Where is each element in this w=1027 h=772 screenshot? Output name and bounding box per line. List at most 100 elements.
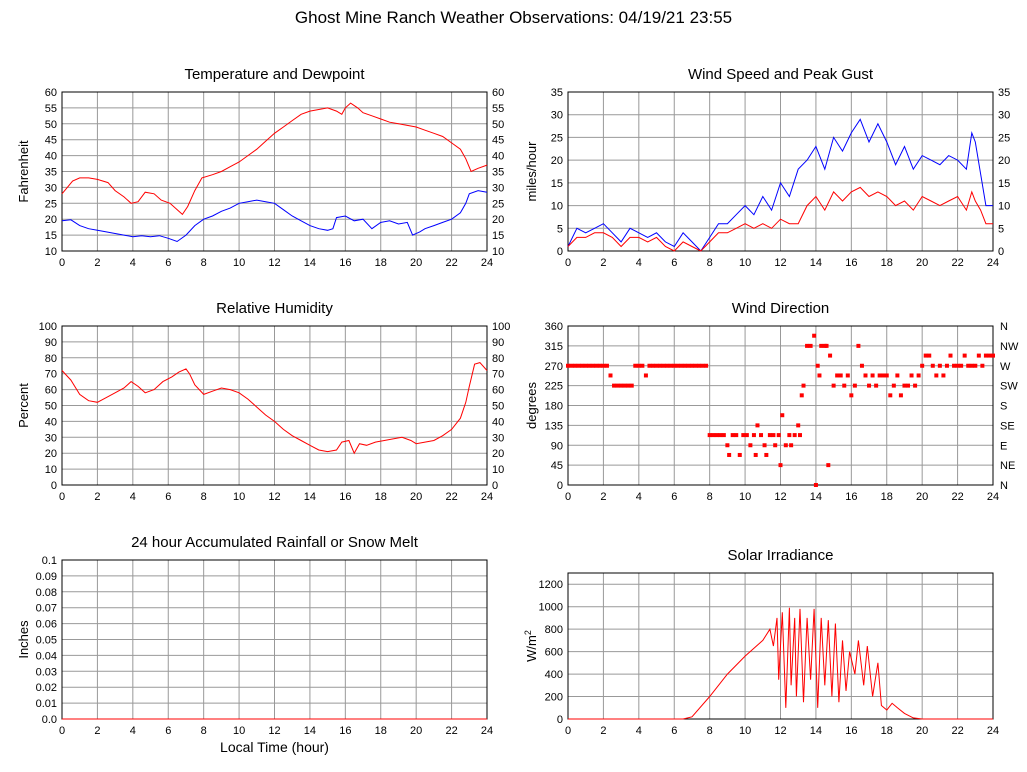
y-tick-label: 0	[557, 714, 563, 726]
chart-title: Temperature and Dewpoint	[184, 66, 365, 83]
direction-point	[718, 433, 723, 438]
x-tick-label: 12	[774, 725, 786, 737]
x-tick-label: 16	[845, 257, 857, 269]
direction-point	[640, 363, 645, 368]
y-tick-label: 400	[545, 669, 563, 681]
y-tick-label-right: 15	[998, 178, 1010, 190]
direction-point	[622, 383, 627, 388]
y-tick-label: 30	[551, 110, 563, 122]
x-tick-label: 24	[987, 725, 999, 737]
y-tick-label-right: 60	[492, 385, 504, 397]
direction-point	[576, 363, 581, 368]
x-tick-label: 14	[304, 725, 316, 737]
direction-point	[643, 373, 648, 378]
direction-point	[813, 483, 818, 487]
x-tick-label: 22	[445, 725, 457, 737]
direction-point	[789, 443, 794, 448]
y-tick-label-right: 5	[998, 223, 1004, 235]
direction-point	[805, 343, 810, 348]
direction-point	[737, 452, 742, 457]
y-tick-label: 40	[45, 416, 57, 428]
x-tick-label: 6	[671, 257, 677, 269]
direction-point	[824, 343, 829, 348]
y-tick-label: 55	[45, 103, 57, 115]
plot-frame	[61, 325, 488, 486]
x-tick-label: 22	[445, 257, 457, 269]
y-tick-label-right: 10	[492, 246, 504, 258]
direction-point	[741, 433, 746, 438]
direction-point	[927, 353, 932, 358]
direction-point	[762, 443, 767, 448]
direction-point	[675, 363, 680, 368]
y-tick-label: 800	[545, 624, 563, 636]
y-tick-label: 60	[45, 87, 57, 99]
direction-point	[725, 443, 730, 448]
x-tick-label: 20	[410, 725, 422, 737]
x-tick-label: 22	[951, 257, 963, 269]
y-axis-title: Percent	[16, 383, 31, 428]
direction-point	[944, 363, 949, 368]
direction-point	[787, 433, 792, 438]
y-tick-label: 180	[545, 401, 563, 413]
direction-point	[831, 383, 836, 388]
compass-label: SW	[1000, 381, 1018, 393]
y-tick-label-right: 10	[492, 464, 504, 476]
x-tick-label: 14	[810, 257, 822, 269]
direction-point	[796, 423, 801, 428]
direction-point	[633, 363, 638, 368]
direction-point	[636, 363, 641, 368]
x-tick-label: 10	[233, 257, 245, 269]
direction-point	[704, 363, 709, 368]
direction-point	[799, 393, 804, 398]
y-tick-label: 1200	[539, 579, 563, 591]
x-tick-label: 18	[881, 491, 893, 503]
direction-point	[679, 363, 684, 368]
direction-point	[923, 353, 928, 358]
y-tick-label-right: 50	[492, 401, 504, 413]
direction-point	[597, 363, 602, 368]
direction-point	[930, 363, 935, 368]
y-axis-title: degrees	[524, 382, 539, 429]
direction-point	[755, 423, 760, 428]
direction-point	[909, 373, 914, 378]
x-tick-label: 12	[268, 257, 280, 269]
y-tick-label: 15	[551, 178, 563, 190]
direction-point	[898, 393, 903, 398]
y-tick-label: 0	[51, 480, 57, 492]
direction-point	[573, 363, 578, 368]
chart-title: Wind Direction	[732, 300, 830, 317]
direction-point	[920, 363, 925, 368]
direction-point	[590, 363, 595, 368]
x-tick-label: 16	[339, 491, 351, 503]
x-tick-label: 24	[987, 491, 999, 503]
direction-point	[812, 333, 817, 338]
y-tick-label: 50	[45, 401, 57, 413]
direction-point	[856, 343, 861, 348]
x-tick-label: 0	[565, 491, 571, 503]
compass-label: E	[1000, 440, 1007, 452]
main-title: Ghost Mine Ranch Weather Observations: 0…	[294, 8, 733, 27]
direction-point	[941, 373, 946, 378]
compass-label: SE	[1000, 420, 1015, 432]
x-tick-label: 4	[636, 725, 642, 737]
x-tick-label: 10	[739, 491, 751, 503]
direction-point	[651, 363, 655, 368]
x-tick-label: 2	[600, 491, 606, 503]
x-tick-label: 0	[59, 257, 65, 269]
y-tick-label: 0.07	[36, 603, 57, 615]
x-tick-label: 24	[481, 491, 493, 503]
direction-point	[730, 433, 735, 438]
direction-point	[849, 393, 854, 398]
x-tick-label: 14	[810, 491, 822, 503]
direction-point	[587, 363, 592, 368]
direction-point	[895, 373, 900, 378]
y-tick-label: 0	[557, 480, 563, 492]
x-tick-label: 14	[810, 725, 822, 737]
y-tick-label-right: 80	[492, 353, 504, 365]
y-tick-label: 200	[545, 692, 563, 704]
direction-point	[884, 373, 889, 378]
direction-point	[734, 433, 739, 438]
series-line	[568, 607, 993, 720]
compass-label: N	[1000, 480, 1008, 492]
direction-point	[797, 433, 802, 438]
